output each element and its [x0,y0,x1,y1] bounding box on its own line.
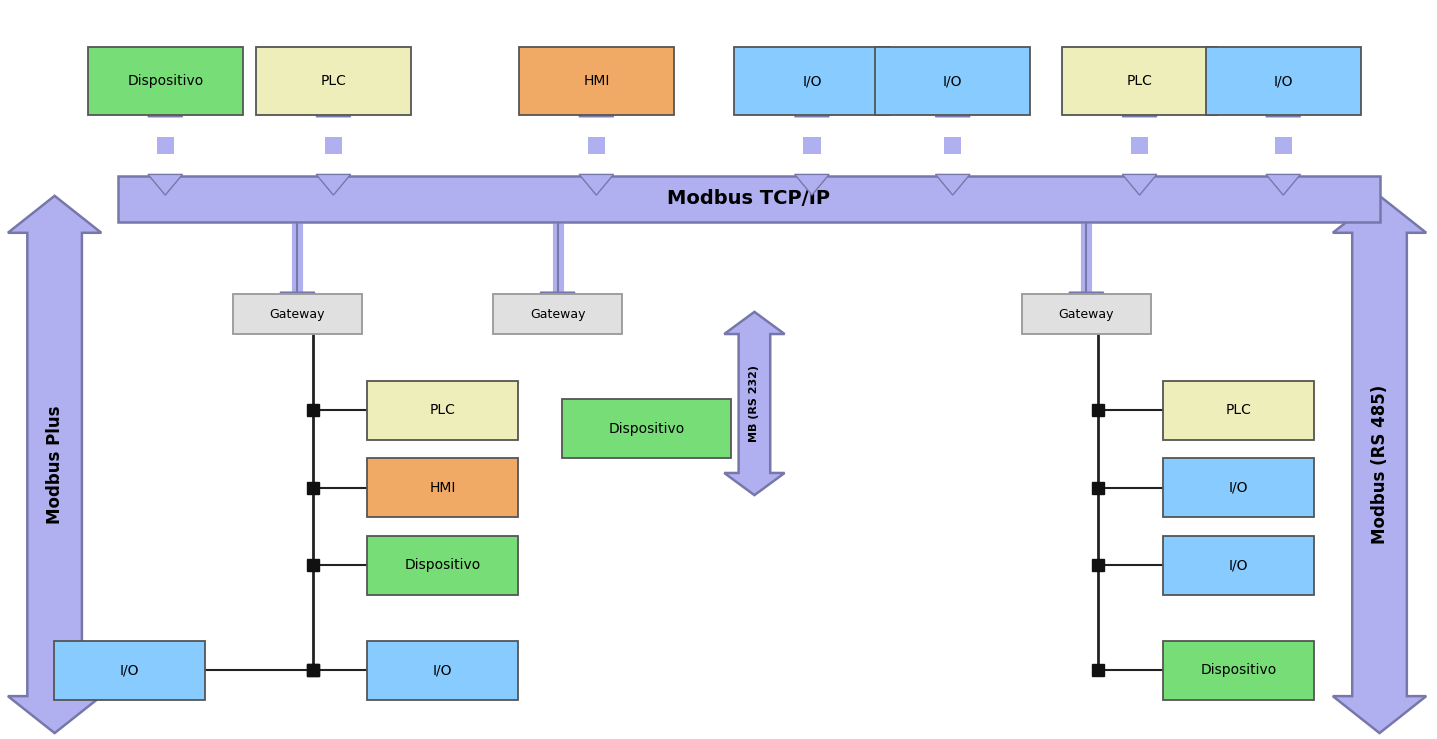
Text: I/O: I/O [802,75,822,88]
Text: I/O: I/O [1229,481,1249,494]
Text: Modbus Plus: Modbus Plus [46,405,63,524]
Text: PLC: PLC [1127,75,1152,88]
FancyBboxPatch shape [1164,458,1315,517]
FancyBboxPatch shape [1275,137,1292,154]
Text: Modbus TCP/IP: Modbus TCP/IP [667,189,831,208]
FancyBboxPatch shape [803,137,821,154]
Polygon shape [148,96,182,117]
FancyBboxPatch shape [875,47,1030,115]
FancyBboxPatch shape [1062,47,1217,115]
FancyBboxPatch shape [734,47,890,115]
Text: HMI: HMI [430,481,456,494]
Polygon shape [1266,96,1300,117]
Text: Gateway: Gateway [1059,307,1114,321]
Text: I/O: I/O [433,664,453,677]
Polygon shape [316,96,351,117]
Text: Dispositivo: Dispositivo [608,422,685,435]
FancyBboxPatch shape [1022,293,1151,334]
Polygon shape [724,312,785,495]
FancyBboxPatch shape [519,47,674,115]
Text: PLC: PLC [320,75,346,88]
Polygon shape [540,292,575,315]
Polygon shape [280,292,315,315]
FancyBboxPatch shape [1131,137,1148,154]
Polygon shape [935,96,970,117]
FancyBboxPatch shape [256,47,411,115]
Text: PLC: PLC [1226,403,1252,417]
Text: PLC: PLC [430,403,456,417]
FancyBboxPatch shape [233,293,362,334]
Text: I/O: I/O [1229,559,1249,572]
FancyBboxPatch shape [368,536,519,595]
FancyBboxPatch shape [88,47,243,115]
Polygon shape [1334,196,1426,733]
Polygon shape [1266,174,1300,195]
Text: I/O: I/O [119,664,139,677]
FancyBboxPatch shape [368,381,519,440]
FancyBboxPatch shape [325,137,342,154]
Polygon shape [579,174,614,195]
FancyBboxPatch shape [1164,536,1315,595]
Polygon shape [579,96,614,117]
Text: MB (RS 232): MB (RS 232) [750,365,759,442]
FancyBboxPatch shape [493,293,622,334]
Text: I/O: I/O [1273,75,1293,88]
Polygon shape [795,96,829,117]
FancyBboxPatch shape [118,176,1380,222]
Text: Dispositivo: Dispositivo [1200,664,1277,677]
FancyBboxPatch shape [55,641,204,700]
FancyBboxPatch shape [588,137,605,154]
Text: Dispositivo: Dispositivo [126,75,204,88]
Text: HMI: HMI [583,75,609,88]
FancyBboxPatch shape [368,458,519,517]
Polygon shape [795,174,829,195]
Text: Dispositivo: Dispositivo [404,559,481,572]
FancyBboxPatch shape [944,137,961,154]
FancyBboxPatch shape [1164,381,1315,440]
Polygon shape [7,196,101,733]
Polygon shape [148,174,182,195]
Text: Gateway: Gateway [530,307,585,321]
Text: I/O: I/O [943,75,963,88]
FancyBboxPatch shape [562,399,731,458]
Polygon shape [1069,292,1104,315]
Text: Gateway: Gateway [270,307,325,321]
Polygon shape [1122,174,1157,195]
FancyBboxPatch shape [1164,641,1315,700]
Polygon shape [316,174,351,195]
Text: Modbus (RS 485): Modbus (RS 485) [1371,385,1388,544]
Polygon shape [935,174,970,195]
FancyBboxPatch shape [157,137,174,154]
FancyBboxPatch shape [368,641,519,700]
Polygon shape [1122,96,1157,117]
FancyBboxPatch shape [1206,47,1361,115]
